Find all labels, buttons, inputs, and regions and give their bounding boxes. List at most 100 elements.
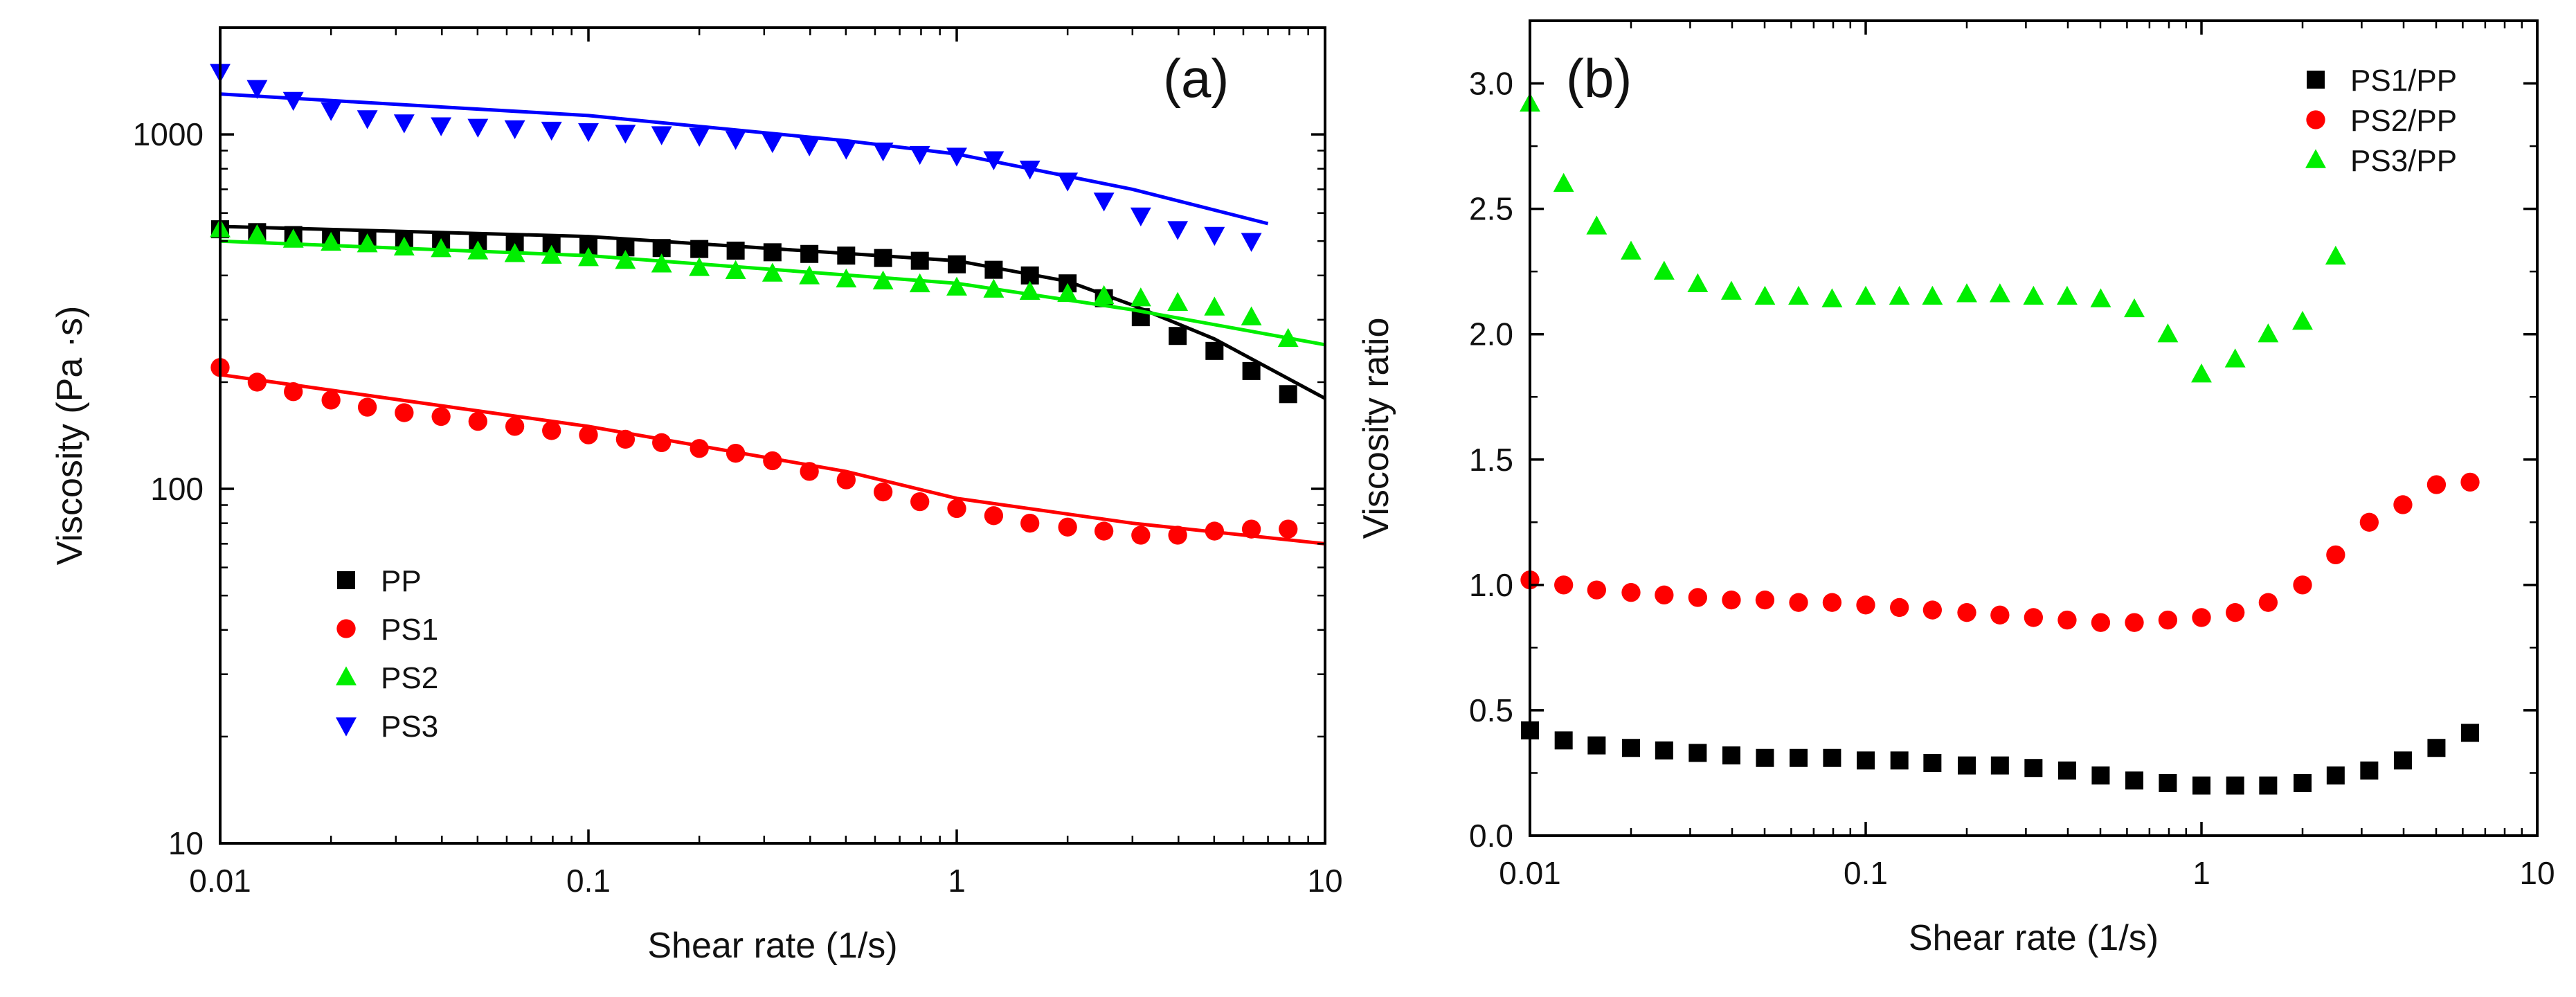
data-point-ps2-pp: [2460, 472, 2480, 492]
y-tick-label: 3.0: [1469, 66, 1513, 102]
data-point-ps1-pp: [1722, 746, 1740, 765]
data-point-ps3-pp: [1821, 288, 1843, 307]
data-point-ps2-pp: [1822, 593, 1842, 612]
data-point-ps1: [910, 492, 930, 512]
data-point-ps1: [357, 397, 377, 417]
data-point-ps2: [1093, 285, 1115, 305]
data-point-ps3: [1130, 207, 1151, 227]
data-point-ps3: [1057, 172, 1079, 192]
legend-label: PS1: [381, 613, 438, 647]
data-point-ps2: [1130, 287, 1151, 307]
data-point-ps3-pp: [2224, 348, 2246, 368]
data-point-ps3: [467, 118, 489, 138]
data-point-ps3: [725, 131, 746, 150]
fit-line-ps1: [219, 372, 1326, 546]
data-point-ps1: [1205, 521, 1224, 541]
data-point-pp: [837, 246, 856, 265]
data-point-ps1-pp: [2226, 776, 2244, 795]
data-point-ps2: [615, 250, 636, 269]
data-point-ps2: [282, 228, 304, 248]
panel-label: (a): [1163, 48, 1229, 109]
data-point-ps1: [615, 429, 636, 449]
data-point-ps3-pp: [2258, 323, 2279, 343]
data-point-ps1: [1279, 519, 1298, 539]
data-point-ps3-pp: [1653, 260, 1675, 280]
data-point-ps1: [1168, 526, 1187, 545]
data-point-ps3-pp: [1855, 285, 1876, 305]
plot-frame: [1529, 19, 2539, 837]
data-point-ps1-pp: [1957, 756, 1976, 775]
data-point-ps1-pp: [1655, 741, 1673, 760]
data-point-ps3-pp: [2157, 323, 2179, 343]
data-point-ps1: [800, 462, 819, 481]
data-point-ps2: [836, 268, 857, 288]
data-point-ps1-pp: [1823, 748, 1841, 767]
data-point-ps1-pp: [2259, 776, 2278, 795]
data-point-ps3-pp: [1621, 240, 1641, 260]
y-tick-label: 2.0: [1469, 316, 1513, 352]
y-tick-label: 1000: [133, 116, 204, 152]
legend-marker-ps1-pp: [2307, 71, 2325, 89]
data-point-pp: [1169, 327, 1187, 345]
data-point-ps3-pp: [2292, 310, 2313, 330]
data-point-ps1: [873, 482, 893, 502]
data-point-ps2: [762, 262, 783, 282]
data-point-pp: [763, 243, 782, 262]
data-point-ps2-pp: [1957, 603, 1976, 622]
data-point-ps1-pp: [1890, 751, 1909, 770]
legend-label: PS3/PP: [2350, 144, 2457, 178]
x-tick-label: 0.01: [1499, 855, 1561, 891]
x-tick-label: 10: [1307, 863, 1342, 899]
data-point-ps2-pp: [2326, 545, 2345, 565]
data-point-ps3: [504, 120, 525, 139]
y-tick-label: 2.5: [1469, 191, 1513, 227]
data-point-ps3-pp: [2023, 285, 2044, 305]
data-point-ps3: [357, 110, 378, 129]
data-point-ps1: [652, 433, 672, 452]
data-point-ps2: [799, 265, 820, 285]
y-tick-label: 0.0: [1469, 818, 1513, 854]
x-tick-label: 0.01: [189, 863, 251, 899]
data-point-ps1: [726, 444, 746, 463]
legend-label: PS2/PP: [2350, 104, 2457, 138]
data-point-pp: [690, 240, 709, 258]
data-point-ps1-pp: [2024, 759, 2043, 778]
y-axis-title: Viscosity ratio: [1356, 318, 1396, 539]
data-point-pp: [910, 251, 929, 270]
data-point-ps2-pp: [1789, 593, 1808, 612]
panel-a-chart: 0.01 0.1 1 10 10 100 1000 Shear rate (1/s) Visco…: [50, 26, 1343, 966]
legend-label: PP: [381, 564, 422, 598]
data-point-ps2: [541, 244, 562, 264]
y-tick-label: 1.0: [1469, 567, 1513, 603]
data-point-ps1-pp: [1990, 756, 2009, 775]
data-point-ps1: [984, 506, 1004, 526]
data-point-ps2-pp: [1922, 600, 1942, 620]
data-point-ps2-pp: [1722, 590, 1741, 610]
data-point-ps3-pp: [1889, 285, 1910, 305]
data-point-ps1-pp: [2125, 771, 2144, 790]
data-point-ps2: [321, 231, 342, 251]
data-point-ps3: [946, 147, 967, 167]
y-tick-label: 0.5: [1469, 692, 1513, 728]
data-point-ps1: [947, 498, 966, 519]
data-point-ps2: [1277, 327, 1299, 348]
data-point-ps2-pp: [1755, 590, 1775, 610]
data-point-ps3-pp: [2090, 288, 2111, 307]
y-axis-title: Viscosity (Pa ·s): [50, 306, 90, 566]
data-point-ps1-pp: [2159, 773, 2177, 792]
data-point-ps1: [395, 403, 414, 422]
data-point-ps2-pp: [2426, 475, 2447, 494]
data-point-ps1: [542, 421, 561, 440]
data-point-ps1-pp: [1554, 731, 1573, 750]
data-point-ps1: [690, 439, 709, 458]
data-point-ps3: [321, 102, 342, 121]
data-point-ps3: [1204, 226, 1225, 246]
data-point-ps3: [909, 145, 930, 165]
data-point-ps2-pp: [1587, 580, 1606, 600]
data-point-ps2: [651, 253, 672, 273]
data-point-ps1-pp: [2427, 739, 2446, 757]
data-point-ps2: [246, 224, 268, 244]
data-point-ps2: [1204, 296, 1225, 316]
data-point-ps1-pp: [2326, 766, 2345, 785]
data-point-ps2-pp: [1621, 583, 1641, 602]
